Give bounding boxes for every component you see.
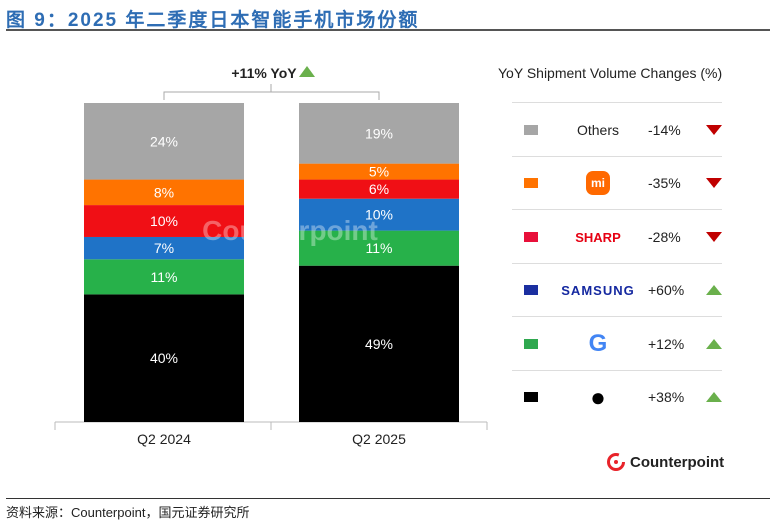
sharp-logo: SHARP	[575, 229, 621, 245]
yoy-annotation: +11% YoY	[231, 65, 297, 81]
figure-title: 图 9：2025 年二季度日本智能手机市场份额	[6, 10, 420, 31]
samsung-logo: SAMSUNG	[561, 283, 635, 298]
bar-apple-0	[84, 294, 244, 422]
counterpoint-logo-icon	[607, 453, 625, 471]
bar-sharp-0	[84, 205, 244, 237]
data-label: 24%	[150, 133, 178, 149]
source-note: 资料来源：Counterpoint，国元证券研究所	[6, 505, 250, 520]
x-tick-label: Q2 2024	[137, 431, 191, 447]
legend-swatch	[524, 285, 538, 295]
apple-logo: ●	[590, 381, 606, 412]
data-label: 7%	[154, 240, 174, 256]
footer-divider	[6, 498, 770, 499]
down-triangle-icon	[706, 124, 722, 135]
bar-samsung-1	[299, 198, 459, 231]
legend-row: SAMSUNG +60%	[512, 262, 722, 317]
data-label: 40%	[150, 350, 178, 366]
data-label: 11%	[151, 269, 178, 285]
legend-row: SHARP -28%	[512, 209, 722, 263]
up-triangle-icon	[706, 392, 722, 402]
legend-swatch	[524, 124, 538, 135]
legend-row: mi -35%	[512, 155, 722, 210]
yoy-bracket	[163, 84, 380, 100]
data-label: 8%	[154, 184, 174, 200]
counterpoint-logo: Counterpoint	[606, 452, 724, 472]
legend-swatch	[524, 338, 538, 349]
google-logo: G	[588, 329, 608, 357]
down-triangle-icon	[706, 178, 722, 188]
yoy-change: -35%	[648, 175, 681, 191]
xiaomi-logo: mi	[586, 171, 610, 195]
bar-apple-1	[299, 265, 459, 422]
bar-xiaomi-0	[84, 179, 244, 206]
legend-row: Others -14%	[512, 102, 722, 156]
yoy-change: -14%	[648, 121, 681, 138]
logo-text: Counterpoint	[630, 453, 725, 471]
legend-row: G +12%	[512, 316, 722, 370]
yoy-change: +60%	[648, 282, 685, 298]
data-label: 19%	[365, 125, 393, 141]
data-label: 49%	[365, 336, 393, 352]
brand-label: Others	[576, 121, 619, 138]
x-tick-label: Q2 2025	[352, 431, 406, 447]
bar-google-0	[84, 259, 244, 295]
yoy-change: +12%	[648, 335, 685, 352]
yoy-change: -28%	[648, 228, 681, 245]
data-label: 6%	[369, 181, 389, 197]
yoy-change: +38%	[648, 389, 685, 405]
bar-sharp-1	[299, 179, 459, 199]
legend-row: ● +38%	[512, 369, 722, 424]
bar-others-1	[299, 103, 459, 164]
bar-samsung-0	[84, 236, 244, 260]
up-triangle-icon	[299, 66, 315, 77]
watermark: Counterpoint	[202, 215, 378, 246]
data-label: 10%	[365, 207, 393, 223]
up-triangle-icon	[706, 338, 722, 349]
down-triangle-icon	[706, 231, 722, 242]
legend-swatch	[524, 392, 538, 402]
bar-others-0	[84, 103, 244, 180]
data-label: 11%	[366, 240, 393, 256]
legend-title: YoY Shipment Volume Changes (%)	[498, 65, 723, 81]
legend-swatch	[524, 178, 538, 188]
bar-xiaomi-1	[299, 163, 459, 180]
title-divider	[6, 29, 770, 31]
legend-swatch	[524, 231, 538, 242]
data-label: 5%	[369, 164, 389, 180]
bar-google-1	[299, 230, 459, 266]
up-triangle-icon	[706, 285, 722, 295]
data-label: 10%	[150, 213, 178, 229]
